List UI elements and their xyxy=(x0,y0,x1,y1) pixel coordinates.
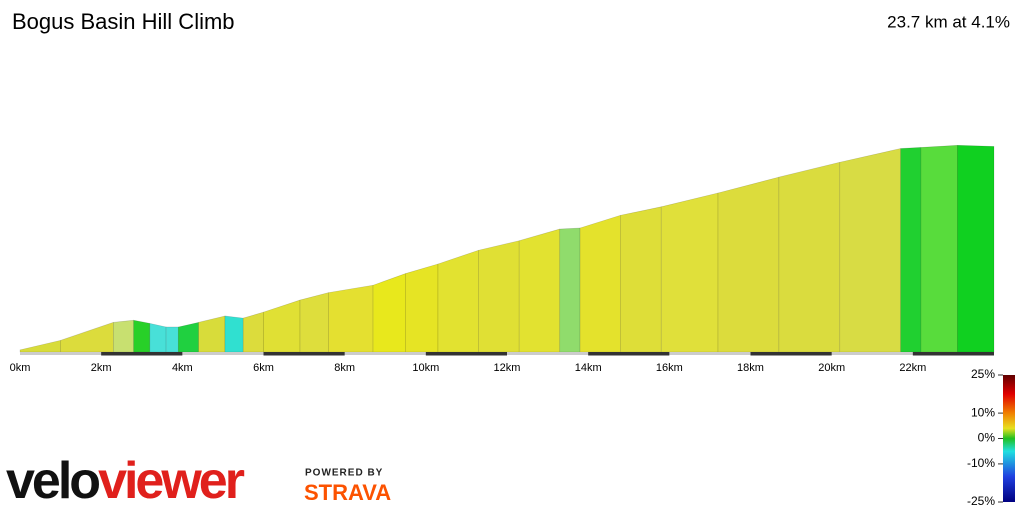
profile-segment xyxy=(133,319,151,353)
logo-part: viewer xyxy=(98,452,245,510)
x-tick-label: 14km xyxy=(575,362,602,374)
profile-segment xyxy=(60,321,114,353)
profile-segment xyxy=(900,147,922,353)
profile-segment xyxy=(620,206,662,353)
profile-segment xyxy=(405,263,439,353)
x-tick-label: 6km xyxy=(253,362,274,374)
scale-tick-label: -10% xyxy=(967,456,995,470)
x-tick-label: 22km xyxy=(899,362,926,374)
profile-segment xyxy=(19,339,61,353)
profile-segment xyxy=(372,273,406,353)
profile-segment xyxy=(224,315,244,353)
profile-segment xyxy=(149,323,167,353)
logo-part: velo xyxy=(6,452,99,510)
x-tick-label: 0km xyxy=(10,362,31,374)
distance-band xyxy=(101,352,183,356)
x-tick-label: 16km xyxy=(656,362,683,374)
profile-segment xyxy=(177,321,199,353)
profile-segment xyxy=(299,292,329,353)
profile-segment xyxy=(920,144,958,353)
profile-segment xyxy=(957,144,995,353)
chart-title: Bogus Basin Hill Climb xyxy=(12,9,235,34)
strava-logo: STRAVA xyxy=(304,480,391,505)
distance-band xyxy=(750,352,832,356)
x-tick-label: 20km xyxy=(818,362,845,374)
distance-band xyxy=(425,352,507,356)
summary: 23.7 km at 4.1% xyxy=(887,12,1010,31)
scale-tick-label: 10% xyxy=(971,405,995,419)
x-tick-label: 2km xyxy=(91,362,112,374)
profile-segment xyxy=(717,176,780,353)
x-tick-label: 10km xyxy=(412,362,439,374)
profile-segment xyxy=(559,227,581,353)
x-tick-label: 8km xyxy=(334,362,355,374)
profile-segment xyxy=(579,214,621,353)
profile-segment xyxy=(263,299,301,353)
profile-segment xyxy=(437,249,479,353)
profile-segment xyxy=(839,148,901,353)
x-tick-label: 4km xyxy=(172,362,193,374)
distance-band xyxy=(263,352,345,356)
distance-band xyxy=(912,352,994,356)
profile-segment xyxy=(165,326,179,353)
profile-segment xyxy=(518,228,561,353)
distance-band xyxy=(588,352,670,356)
scale-tick-label: 25% xyxy=(971,367,995,381)
profile-segment xyxy=(198,315,226,353)
profile-segment xyxy=(778,161,841,353)
scale-tick-label: 0% xyxy=(978,431,996,445)
profile-segment xyxy=(478,240,520,353)
profile-segment xyxy=(242,311,264,353)
gradient-color-bar xyxy=(1003,375,1015,502)
x-tick-label: 12km xyxy=(494,362,521,374)
powered-by: POWERED BY xyxy=(305,468,383,479)
profile-segment xyxy=(328,284,374,353)
x-tick-label: 18km xyxy=(737,362,764,374)
logo: veloviewer xyxy=(6,452,245,510)
scale-tick-label: -25% xyxy=(967,494,995,508)
profile-segment xyxy=(660,192,719,353)
profile-segment xyxy=(113,319,134,353)
